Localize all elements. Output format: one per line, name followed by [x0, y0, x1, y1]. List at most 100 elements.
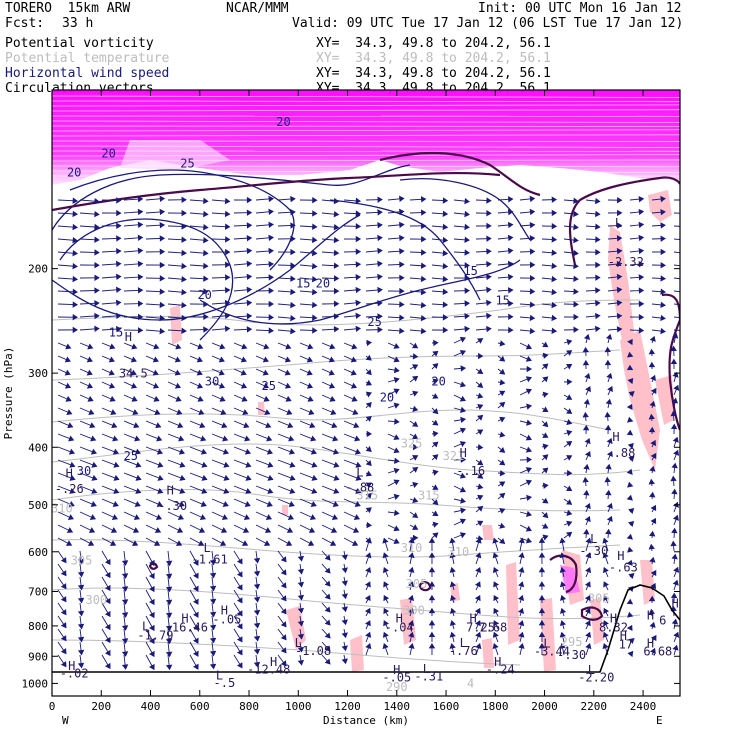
vector-head: [377, 286, 383, 294]
vector-head: [660, 209, 666, 216]
vector-head: [266, 501, 273, 507]
vector-head: [72, 288, 79, 295]
vector-head: [131, 343, 138, 350]
vector-head: [412, 342, 419, 349]
vector-head: [77, 558, 85, 565]
vector-head: [152, 369, 159, 376]
vector-head: [181, 209, 187, 217]
vector-head: [660, 314, 666, 322]
pv-label: H: [270, 655, 277, 669]
vector-head: [551, 249, 558, 256]
vector-head: [499, 470, 506, 477]
pv-label: H: [610, 612, 617, 626]
vector-head: [224, 299, 231, 307]
vector-head: [573, 210, 579, 218]
vector-head: [69, 474, 76, 481]
vector-head: [432, 510, 439, 516]
vector-head: [671, 462, 678, 469]
vector-head: [137, 273, 144, 281]
vector-head: [60, 557, 67, 564]
vector-head: [377, 313, 383, 320]
vector-head: [542, 443, 549, 450]
wind-speed-label: 15: [109, 325, 123, 339]
vector-head: [606, 502, 613, 510]
vector-head: [94, 249, 100, 256]
vector-head: [582, 476, 589, 483]
vector-head: [264, 409, 271, 415]
vector-head: [486, 210, 492, 217]
vector-head: [308, 527, 316, 533]
vector-head: [90, 501, 97, 507]
vector-head: [341, 632, 348, 639]
vector-head: [486, 273, 492, 281]
vector-head: [181, 196, 187, 203]
vector-head: [280, 621, 287, 628]
vector-head: [193, 572, 199, 579]
vector-head: [671, 397, 679, 404]
vector-head: [551, 301, 558, 309]
vector-head: [573, 326, 579, 333]
vector-head: [365, 537, 372, 544]
vector-head: [64, 382, 72, 389]
vector-head: [199, 422, 206, 429]
vector-head: [175, 395, 182, 402]
pv-label: L: [423, 662, 430, 676]
vector-head: [650, 387, 657, 395]
vector-head: [364, 581, 371, 588]
vector-head: [585, 631, 592, 638]
vector-head: [626, 351, 634, 358]
vector-head: [559, 566, 566, 573]
x-axis: 0 200 400 600 800 1000 1200 1400 1600 1800 2000 220…: [49, 90, 656, 713]
vector-head: [459, 349, 466, 356]
vector-head: [605, 398, 612, 405]
vector-head: [399, 248, 405, 255]
y-tick-label: 500: [28, 499, 48, 512]
wind-speed-label: 25: [124, 449, 138, 463]
vector-head: [399, 234, 405, 242]
vector-head: [449, 581, 457, 588]
theta-label: 305: [71, 553, 93, 567]
vector-head: [493, 607, 500, 615]
vector-head: [432, 484, 439, 490]
pv-label: -1.61: [192, 553, 228, 567]
vector-head: [492, 552, 499, 559]
vector-head: [137, 234, 144, 241]
vector-head: [683, 277, 687, 282]
x-tick-label: 200: [91, 700, 111, 713]
theta-label: 310: [448, 545, 470, 559]
vector-head: [420, 249, 427, 256]
vector-head: [660, 327, 666, 335]
vector-head: [267, 474, 274, 481]
vector-head: [365, 620, 371, 627]
vector-head: [475, 537, 482, 544]
y-tick-label: 700: [28, 586, 48, 599]
vector-head: [177, 422, 184, 429]
pv-label: H: [617, 549, 624, 563]
vector-head: [219, 343, 226, 350]
vector-head: [244, 448, 252, 455]
vector-head: [507, 221, 514, 229]
y-tick-label: 900: [28, 650, 48, 663]
vector-head: [179, 487, 186, 494]
vector-head: [324, 554, 331, 561]
vector-head: [551, 196, 558, 203]
vector-head: [616, 222, 623, 229]
vector-head: [584, 502, 591, 510]
vector-head: [518, 643, 525, 649]
vector-head: [475, 566, 482, 574]
vector-head: [499, 416, 506, 423]
vector-head: [312, 223, 318, 230]
vector-head: [262, 382, 270, 389]
vector-head: [486, 235, 492, 242]
vector-head: [203, 262, 209, 270]
vector-head: [268, 234, 274, 242]
vector-head: [412, 353, 419, 360]
vector-head: [428, 643, 436, 649]
vector-head: [412, 524, 419, 530]
vector-head: [460, 416, 467, 424]
vector-head: [542, 376, 549, 383]
vector-head: [236, 610, 243, 617]
vector-head: [492, 631, 499, 638]
vector-head: [399, 314, 405, 321]
vector-head: [311, 275, 318, 283]
